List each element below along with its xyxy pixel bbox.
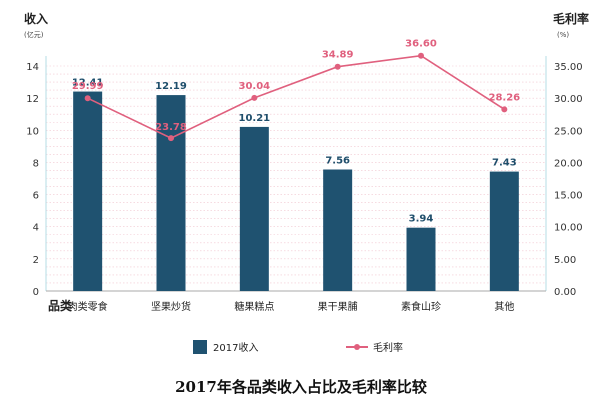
category-label: 素食山珍 bbox=[401, 300, 441, 313]
line-point bbox=[501, 106, 508, 113]
line-point bbox=[251, 94, 258, 101]
legend-bar-swatch bbox=[193, 340, 207, 354]
right-tick-label: 10.00 bbox=[554, 223, 583, 234]
left-tick-label: 12 bbox=[26, 94, 39, 105]
right-tick-label: 20.00 bbox=[554, 158, 583, 169]
category-axis-title: 品类 bbox=[48, 298, 73, 313]
legend-line-marker bbox=[354, 344, 360, 350]
legend-bar-label: 2017收入 bbox=[213, 341, 258, 354]
line-value-label: 29.99 bbox=[72, 81, 104, 92]
bar-value-label: 3.94 bbox=[409, 214, 434, 225]
line-point bbox=[84, 95, 91, 102]
category-label: 果干果脯 bbox=[318, 300, 358, 313]
left-tick-label: 6 bbox=[33, 191, 39, 202]
legend: 2017收入 毛利率 bbox=[193, 340, 403, 354]
left-tick-label: 14 bbox=[26, 62, 39, 73]
right-tick-labels: 0.00 5.00 10.00 15.00 20.00 25.00 30.00 35.00 bbox=[554, 62, 583, 298]
line-value-label: 34.89 bbox=[322, 50, 354, 61]
chart-title: 2017年各品类收入占比及毛利率比较 bbox=[175, 378, 427, 396]
left-tick-label: 2 bbox=[33, 255, 39, 266]
category-label: 其他 bbox=[494, 300, 514, 313]
line-value-label: 30.04 bbox=[239, 81, 271, 92]
bar bbox=[73, 91, 103, 291]
left-tick-label: 0 bbox=[33, 287, 39, 298]
left-axis-title: 收入 bbox=[24, 11, 48, 26]
line-value-label: 36.60 bbox=[405, 39, 437, 50]
axes bbox=[45, 56, 547, 292]
bar-value-label: 12.19 bbox=[155, 81, 187, 92]
bar-value-label: 10.21 bbox=[239, 113, 271, 124]
right-tick-label: 25.00 bbox=[554, 126, 583, 137]
category-labels: 肉类零食 坚果炒货 糖果糕点 果干果脯 素食山珍 其他 bbox=[68, 300, 515, 313]
line-path bbox=[87, 54, 505, 140]
right-tick-label: 35.00 bbox=[554, 62, 583, 73]
line-point bbox=[418, 52, 424, 59]
bar bbox=[323, 169, 353, 291]
category-label: 坚果炒货 bbox=[151, 300, 191, 313]
right-tick-label: 5.00 bbox=[554, 255, 576, 266]
left-tick-label: 10 bbox=[26, 126, 39, 137]
bar-value-label: 7.43 bbox=[492, 158, 517, 169]
bar-value-label: 7.56 bbox=[325, 156, 350, 167]
bar bbox=[156, 95, 186, 291]
left-tick-label: 8 bbox=[33, 158, 39, 169]
bar-value-label: 12.41 bbox=[72, 78, 104, 89]
right-axis-unit: (%) bbox=[557, 31, 569, 39]
bar bbox=[239, 126, 269, 292]
gridlines bbox=[46, 65, 546, 284]
right-tick-label: 15.00 bbox=[554, 191, 583, 202]
right-tick-label: 30.00 bbox=[554, 94, 583, 105]
bar bbox=[489, 171, 519, 291]
right-tick-label: 0.00 bbox=[554, 287, 576, 298]
left-axis-unit: (亿元) bbox=[24, 30, 44, 39]
right-axis-title: 毛利率 bbox=[553, 11, 589, 26]
left-tick-labels: 0 2 4 6 8 10 12 14 bbox=[26, 62, 39, 298]
category-label: 肉类零食 bbox=[68, 300, 108, 313]
bar-series: 12.41 12.19 10.21 7.56 3.94 7.43 bbox=[72, 78, 519, 292]
legend-line-label: 毛利率 bbox=[373, 341, 403, 354]
left-tick-label: 4 bbox=[33, 223, 39, 234]
bar bbox=[406, 227, 436, 291]
category-label: 糖果糕点 bbox=[234, 300, 274, 313]
line-point bbox=[168, 135, 174, 142]
line-value-label: 28.26 bbox=[489, 92, 521, 103]
line-point bbox=[334, 63, 341, 70]
line-series: 29.99 23.78 30.04 34.89 36.60 28.26 bbox=[72, 39, 521, 142]
line-value-label: 23.78 bbox=[155, 122, 187, 133]
